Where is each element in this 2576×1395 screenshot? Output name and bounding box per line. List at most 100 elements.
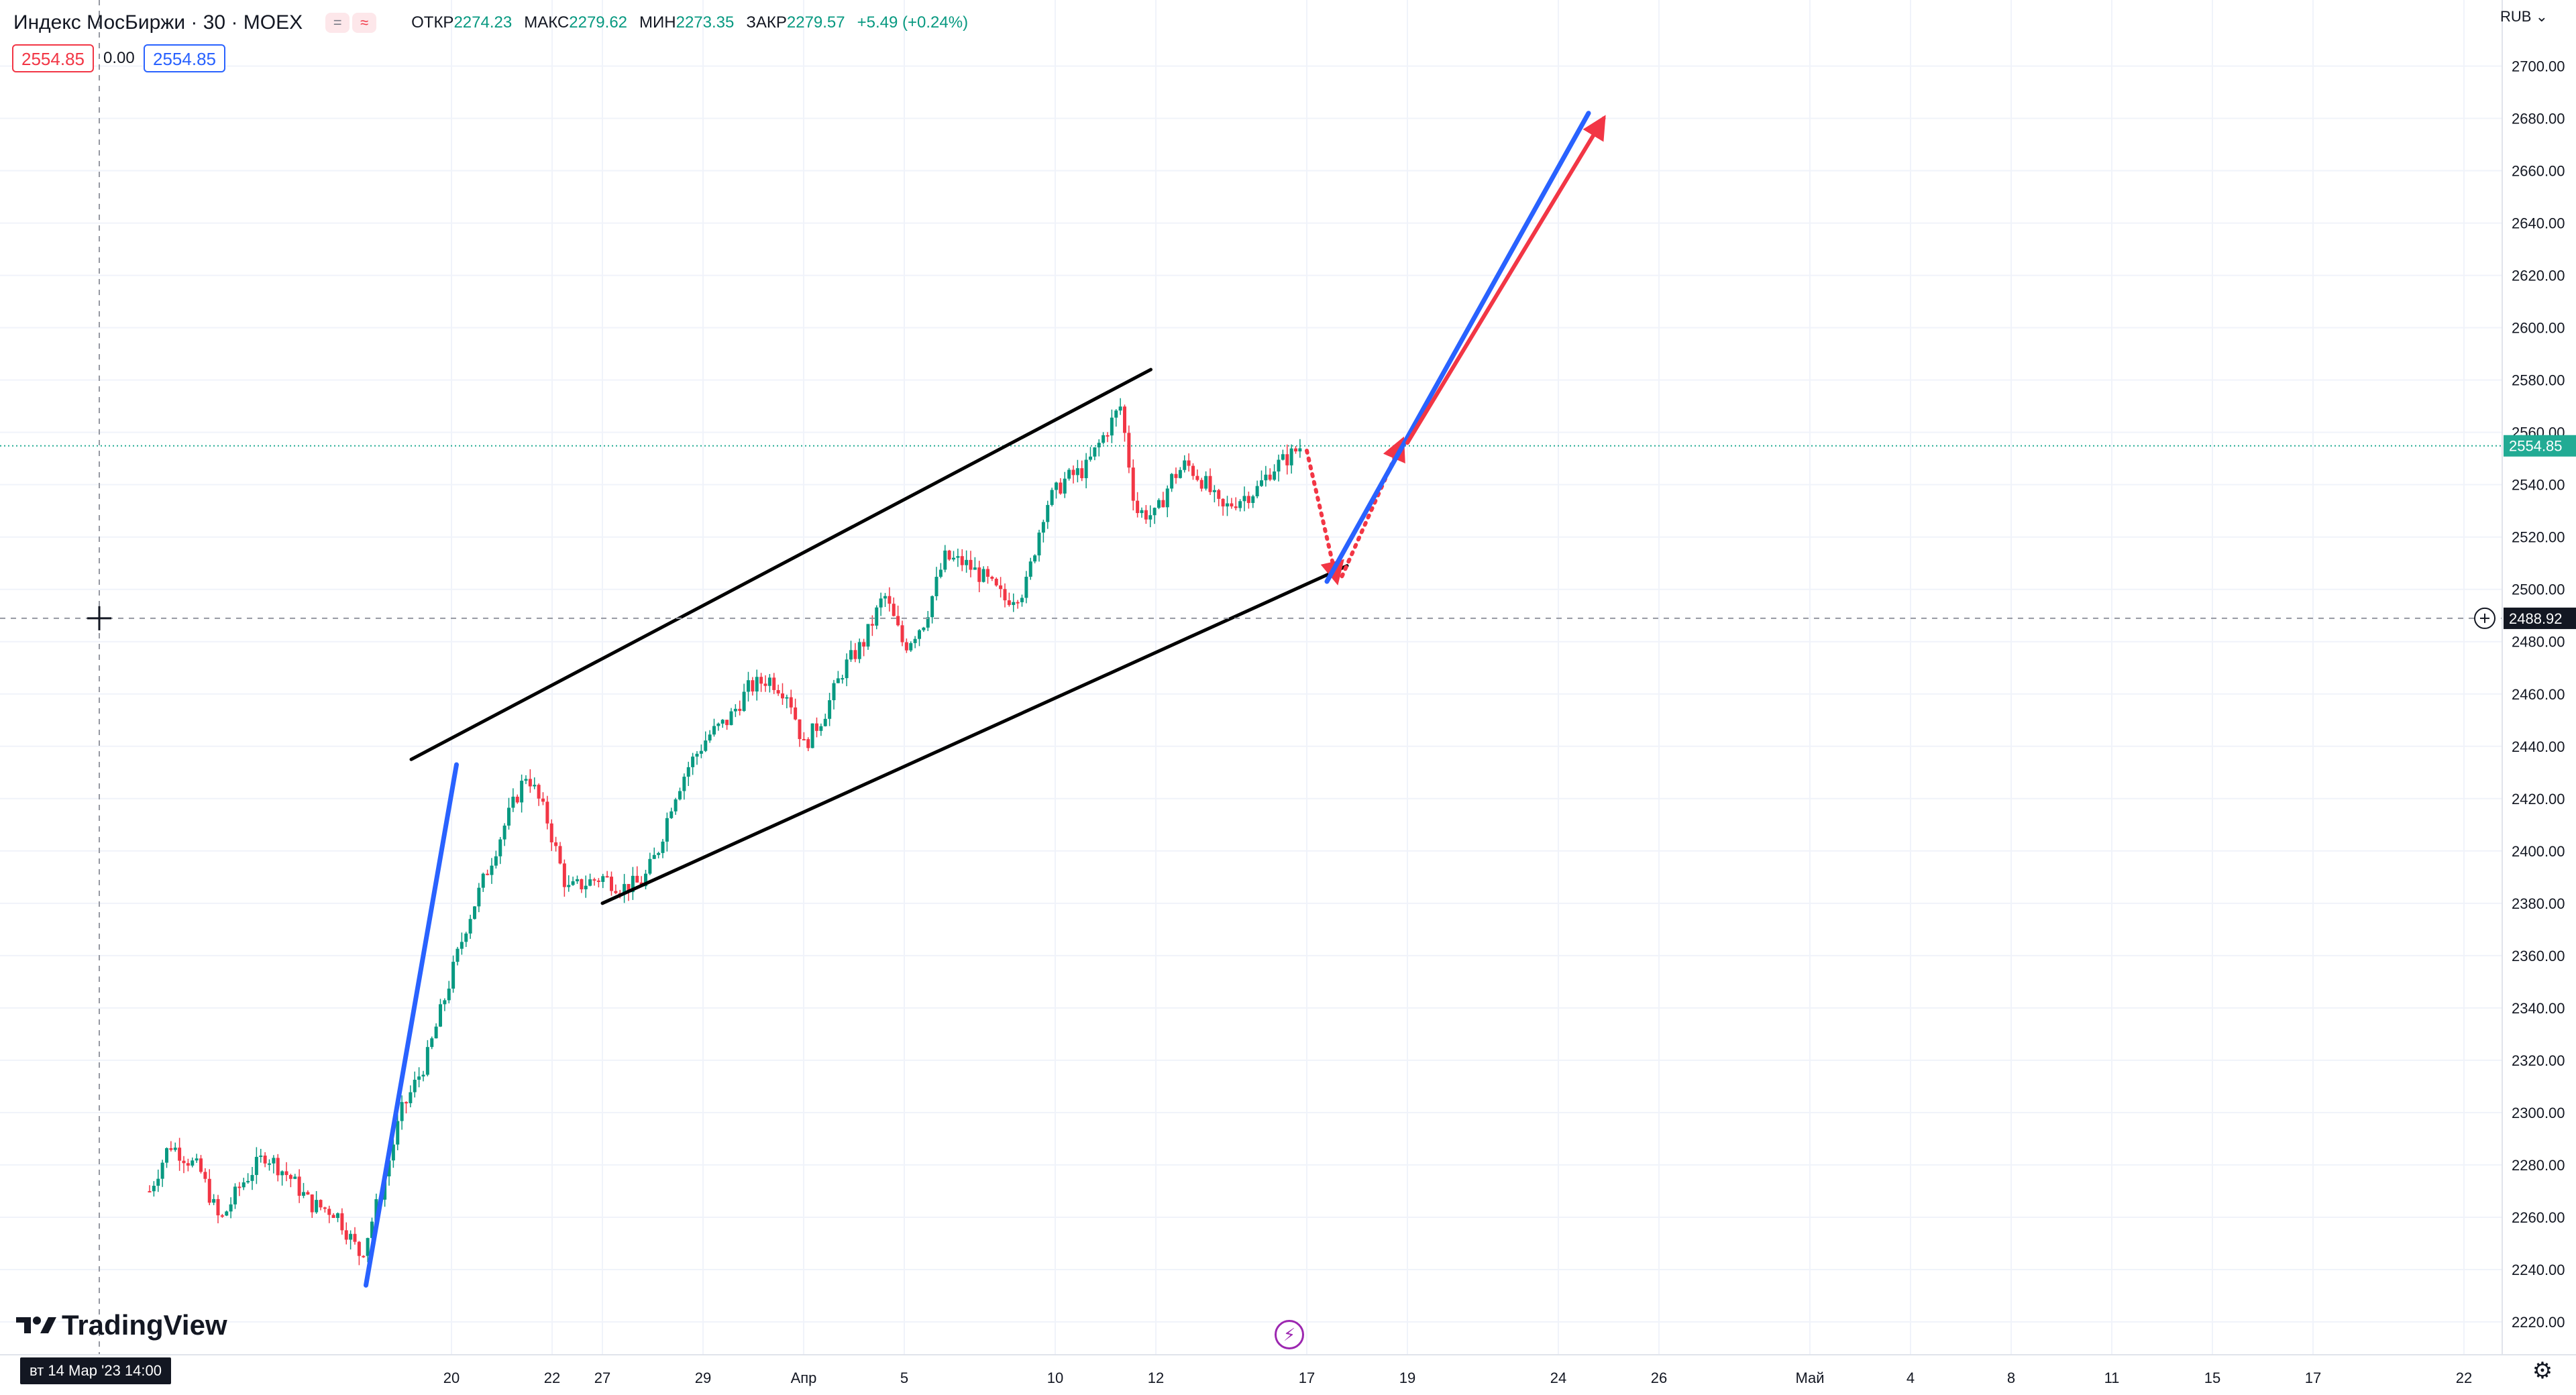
chevron-down-icon: ⌄ [2535, 8, 2548, 25]
candle-body [455, 948, 460, 962]
candle-body [674, 799, 678, 812]
arrow-red[interactable] [1405, 115, 1606, 445]
candle-body [665, 818, 669, 842]
candle-body [477, 887, 481, 907]
trendline-channel-top[interactable] [409, 368, 1152, 761]
candle-body [763, 683, 767, 686]
candle-body [336, 1213, 339, 1219]
candle-body [1097, 443, 1101, 448]
price-axis[interactable]: 2220.00 2240.00 2260.00 2280.00 2300.00 2320.… [2474, 0, 2576, 1395]
candle-body [1003, 589, 1007, 601]
drawing-layer[interactable] [364, 111, 1606, 1288]
ohlc-values: ОТКР2274.23 МАКС2279.62 МИН2273.35 ЗАКР2… [411, 13, 968, 32]
candle-body [1208, 476, 1212, 492]
candle-body [409, 1092, 413, 1103]
sell-price-button[interactable]: 2554.85 [12, 44, 94, 72]
candle-body [1106, 435, 1110, 437]
candle-body [374, 1199, 378, 1222]
candle-body [1041, 522, 1045, 533]
trendline-blue[interactable] [364, 762, 459, 1288]
time-tick-label: 4 [1907, 1370, 1915, 1386]
candle-body [922, 627, 926, 630]
candle-body [849, 650, 853, 660]
price-tick-label: 2680.00 [2512, 111, 2565, 127]
candle-body [199, 1158, 203, 1172]
candle-body [1264, 474, 1268, 481]
candle-body [537, 785, 541, 799]
candle-body [387, 1160, 391, 1177]
candle-body [981, 569, 985, 582]
candle-body [315, 1200, 319, 1213]
candle-body [1174, 473, 1178, 478]
time-axis[interactable]: 20 22 27 29 Апр 5 10 12 17 19 24 26 Май 4 8 11 15 17 22 [0, 1354, 2576, 1395]
candle-body [1199, 480, 1203, 489]
candle-body [678, 791, 682, 799]
candle-body [191, 1160, 195, 1166]
candle-body [241, 1182, 246, 1188]
candle-body [1285, 454, 1289, 465]
dotted-arrow-red[interactable] [1305, 448, 1344, 585]
indicator-button-approx[interactable]: ≈ [352, 13, 377, 33]
candle-body [246, 1180, 250, 1182]
candle-body [571, 881, 575, 885]
candle-body [990, 576, 994, 579]
time-tick-label: 26 [1651, 1370, 1667, 1386]
time-tick-label: Май [1795, 1370, 1824, 1386]
candle-body [1191, 465, 1195, 476]
time-tick-label: 10 [1047, 1370, 1063, 1386]
candle-body [1157, 500, 1161, 508]
candle-body [1161, 500, 1165, 508]
indicator-buttons[interactable]: = ≈ [325, 13, 377, 33]
candle-body [635, 875, 639, 883]
candle-body [353, 1233, 357, 1242]
price-tick-label: 2640.00 [2512, 215, 2565, 232]
candle-body [451, 962, 455, 989]
candle-body [806, 739, 810, 748]
currency-selector[interactable]: RUB ⌄ [2500, 8, 2548, 25]
candle-body [1187, 460, 1191, 466]
candle-body [340, 1213, 344, 1231]
candle-body [652, 854, 656, 859]
candle-body [772, 677, 776, 690]
lightning-icon[interactable]: ⚡ [1275, 1320, 1304, 1349]
candle-body [1148, 515, 1152, 520]
price-tick-label: 2420.00 [2512, 791, 2565, 807]
candle-body [1294, 448, 1297, 452]
candle-body [405, 1102, 408, 1104]
trendline-channel-bottom[interactable] [600, 564, 1349, 905]
candle-body [562, 863, 566, 887]
candle-body [1016, 602, 1020, 604]
candle-body [776, 689, 780, 693]
trendline-blue[interactable] [1324, 111, 1591, 584]
indicator-button-equals[interactable]: = [325, 13, 350, 33]
candle-body [396, 1121, 400, 1145]
symbol-title[interactable]: Индекс МосБиржи · 30 · MOEX [13, 11, 303, 34]
candle-body [1037, 533, 1041, 556]
candle-body [152, 1186, 156, 1192]
buy-price-button[interactable]: 2554.85 [144, 44, 225, 72]
candle-body [904, 642, 908, 651]
candle-body [1123, 406, 1126, 433]
time-tick-label: 8 [2007, 1370, 2015, 1386]
candle-body [1136, 500, 1140, 513]
candle-body [229, 1204, 233, 1212]
candle-body [425, 1047, 429, 1075]
candle-body [832, 683, 836, 701]
candle-body [909, 643, 913, 651]
price-tick-label: 2340.00 [2512, 1000, 2565, 1017]
candle-body [759, 677, 763, 684]
candle-body [1012, 602, 1016, 606]
candle-body [819, 726, 823, 731]
candle-body [798, 719, 802, 739]
gear-icon[interactable]: ⚙ [2532, 1358, 2553, 1384]
candle-body [545, 801, 549, 824]
price-tick-label: 2480.00 [2512, 634, 2565, 651]
candle-body [148, 1190, 152, 1192]
candle-body [195, 1158, 199, 1161]
last-price-badge [2504, 435, 2576, 457]
candle-body [969, 559, 973, 570]
candle-body [468, 919, 472, 934]
candle-body [977, 567, 981, 582]
candle-body [704, 740, 708, 751]
